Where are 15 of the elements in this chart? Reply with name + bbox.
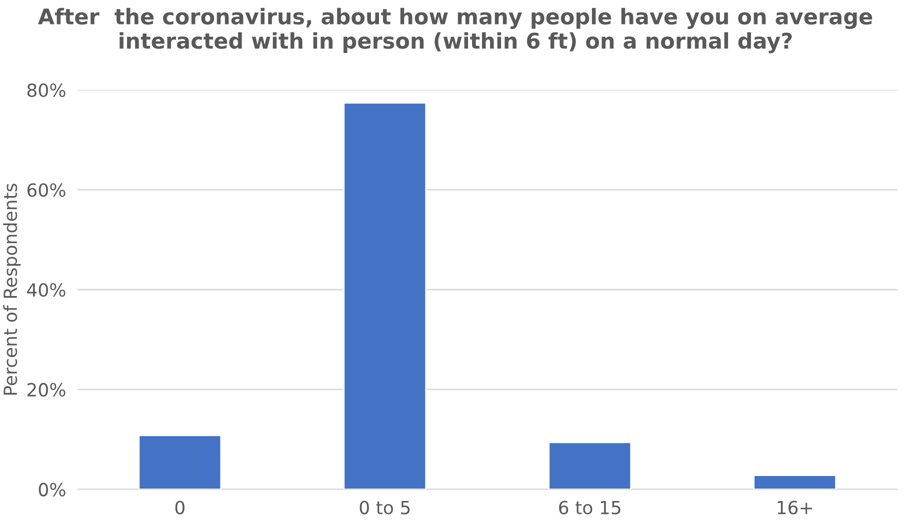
- x-tick-label: 0 to 5: [360, 500, 410, 514]
- y-tick-label: 80%: [27, 83, 66, 98]
- y-tick-label: 0%: [38, 482, 66, 496]
- y-tick-label: 20%: [28, 382, 66, 397]
- y-tick-label: 60%: [27, 183, 66, 197]
- bar: [753, 474, 837, 490]
- y-axis-title: Percent of Respondents: [3, 184, 21, 395]
- bar: [343, 102, 427, 490]
- x-tick-label: 6 to 15: [559, 500, 620, 514]
- x-tick-label: 0: [175, 500, 184, 514]
- bar: [138, 434, 222, 490]
- chart-title: After the coronavirus, about how many people have you on average interacted with in person (within 6 ft) on a normal day?: [38, 8, 872, 54]
- y-tick-label: 40%: [27, 283, 66, 297]
- bar: [548, 442, 632, 490]
- x-tick-label: 16+: [778, 500, 812, 514]
